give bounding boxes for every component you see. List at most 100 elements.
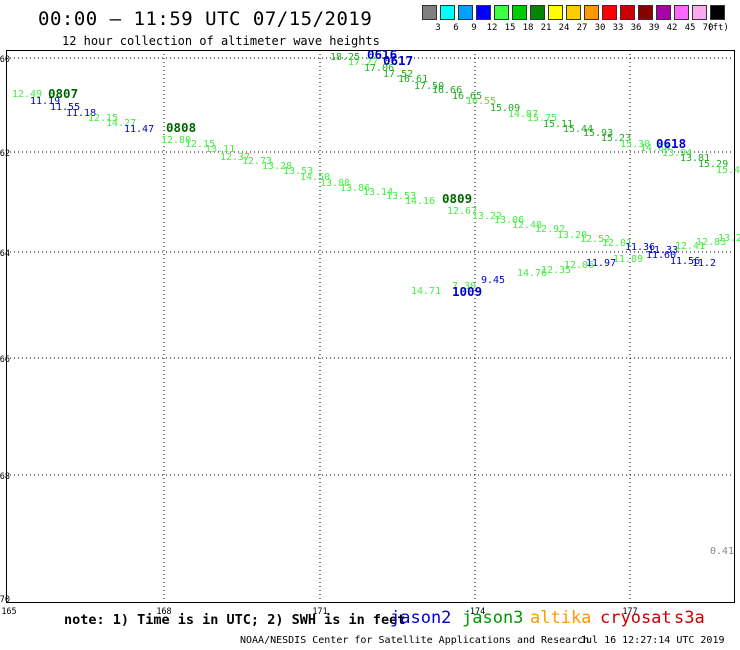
wave-height-label: 11.60 <box>646 250 676 261</box>
legend-swatch-label: 70 <box>702 23 714 33</box>
lat-tick-label: -66 <box>0 355 10 365</box>
lon-tick-label: 177 <box>622 607 637 617</box>
wave-height-label: 12.73 <box>242 156 272 167</box>
wave-height-label: 14.64 <box>640 143 670 154</box>
legend-swatch <box>476 5 491 20</box>
wave-height-label: 12.92 <box>535 224 565 235</box>
legend-swatch <box>530 5 545 20</box>
corner-value: 0.41 <box>710 546 735 557</box>
wave-height-label: 14.16 <box>405 196 435 207</box>
wave-height-label: 12.06 <box>564 260 594 271</box>
wave-height-label: 15.4 <box>716 165 740 176</box>
track-time-label: 0616 <box>367 47 397 62</box>
wave-height-label: 12.48 <box>512 220 542 231</box>
wave-height-label: 11.36 <box>625 242 655 253</box>
legend-swatch-label: 12 <box>486 23 498 33</box>
wave-height-label: 9.45 <box>481 275 505 286</box>
timestamp: Jul 16 12:27:14 UTC 2019 <box>580 635 725 646</box>
legend-swatch-label: 36 <box>630 23 642 33</box>
wave-height-label: 14.76 <box>517 268 547 279</box>
satellite-s3a: s3a <box>674 608 705 628</box>
satellite-jason3: jason3 <box>462 608 524 628</box>
wave-height-label: 15.11 <box>543 119 573 130</box>
wave-height-label: 13.22 <box>472 211 502 222</box>
wave-height-label: 13.88 <box>320 178 350 189</box>
track-time-label: 1009 <box>452 284 482 299</box>
track-time-label: 0807 <box>48 86 78 101</box>
wave-height-label: 15.75 <box>527 113 557 124</box>
wave-height-label: 16.61 <box>398 74 428 85</box>
lat-tick-label: -64 <box>0 249 10 259</box>
wave-height-label: 12.52 <box>580 234 610 245</box>
wave-height-label: 17.52 <box>383 69 413 80</box>
wave-height-label: 16.65 <box>452 91 482 102</box>
legend-swatch <box>422 5 437 20</box>
wave-height-label: 11.18 <box>66 108 96 119</box>
track-time-label: 0808 <box>166 120 196 135</box>
lon-tick-label: 165 <box>1 607 16 617</box>
wave-height-label: 16.66 <box>432 85 462 96</box>
credit-line: NOAA/NESDIS Center for Satellite Applica… <box>240 635 590 646</box>
legend-swatch <box>656 5 671 20</box>
wave-height-label: 13.14 <box>363 187 393 198</box>
wave-height-label: 15.93 <box>583 128 613 139</box>
legend-swatch-label: 3 <box>435 23 441 33</box>
wave-height-label: 13.2 <box>718 233 740 244</box>
wave-height-label: 13.28 <box>262 161 292 172</box>
legend-swatch <box>566 5 581 20</box>
wave-height-label: 14.87 <box>508 109 538 120</box>
lon-tick-label: 168 <box>156 607 171 617</box>
lat-tick-label: -60 <box>0 55 10 65</box>
legend-swatch-label: 45 <box>684 23 696 33</box>
wave-height-label: 13.20 <box>557 230 587 241</box>
satellite-altika: altika <box>530 608 592 628</box>
footnote: note: 1) Time is in UTC; 2) SWH is in fe… <box>64 612 406 628</box>
satellite-jason2: jason2 <box>390 608 452 628</box>
legend-swatch <box>494 5 509 20</box>
wave-height-label: 11.97 <box>586 258 616 269</box>
legend-swatch <box>584 5 599 20</box>
wave-height-label: 17.50 <box>414 81 444 92</box>
wave-height-label: 12.15 <box>185 139 215 150</box>
legend-swatch-label: 39 <box>648 23 660 33</box>
lat-tick-label: -70 <box>0 595 10 605</box>
wave-height-label: 12.83 <box>696 237 726 248</box>
map-frame <box>6 50 735 603</box>
wave-height-label: 11.55 <box>50 102 80 113</box>
legend-unit: (ft) <box>707 23 729 33</box>
legend-swatch-label: 21 <box>540 23 552 33</box>
wave-height-label: 15.09 <box>490 103 520 114</box>
wave-height-label: 12.35 <box>541 265 571 276</box>
wave-height-label: 11.47 <box>124 124 154 135</box>
wave-height-label: 13.81 <box>680 153 710 164</box>
wave-height-label: 13.11 <box>205 144 235 155</box>
legend-swatch <box>458 5 473 20</box>
wave-height-label: 15.29 <box>698 159 728 170</box>
wave-height-label: 11.33 <box>648 245 678 256</box>
wave-height-label: 12.67 <box>447 206 477 217</box>
legend-swatch <box>548 5 563 20</box>
wave-height-label: 11.56 <box>670 256 700 267</box>
wave-height-label: 17.27 <box>348 57 378 68</box>
lat-tick-label: -62 <box>0 149 10 159</box>
legend-swatch-label: 6 <box>453 23 459 33</box>
wave-height-label: 13.94 <box>662 148 692 159</box>
legend-swatch <box>512 5 527 20</box>
wave-height-label: 17.06 <box>364 63 394 74</box>
legend-swatch <box>620 5 635 20</box>
wave-height-label: 13.53 <box>386 191 416 202</box>
legend-swatch <box>602 5 617 20</box>
wave-height-label: 13.53 <box>283 166 313 177</box>
wave-height-label: 11.2 <box>692 258 716 269</box>
wave-height-label: 18.25 <box>330 52 360 63</box>
wave-height-label: 12.80 <box>161 135 191 146</box>
legend-swatch <box>692 5 707 20</box>
legend-swatch <box>440 5 455 20</box>
satellite-cryosat: cryosat <box>600 608 672 628</box>
legend-swatch-label: 27 <box>576 23 588 33</box>
wave-height-label: 15.44 <box>563 124 593 135</box>
wave-height-label: 11.89 <box>613 254 643 265</box>
wave-height-label: 13.86 <box>340 183 370 194</box>
wave-height-label: 12.49 <box>12 89 42 100</box>
